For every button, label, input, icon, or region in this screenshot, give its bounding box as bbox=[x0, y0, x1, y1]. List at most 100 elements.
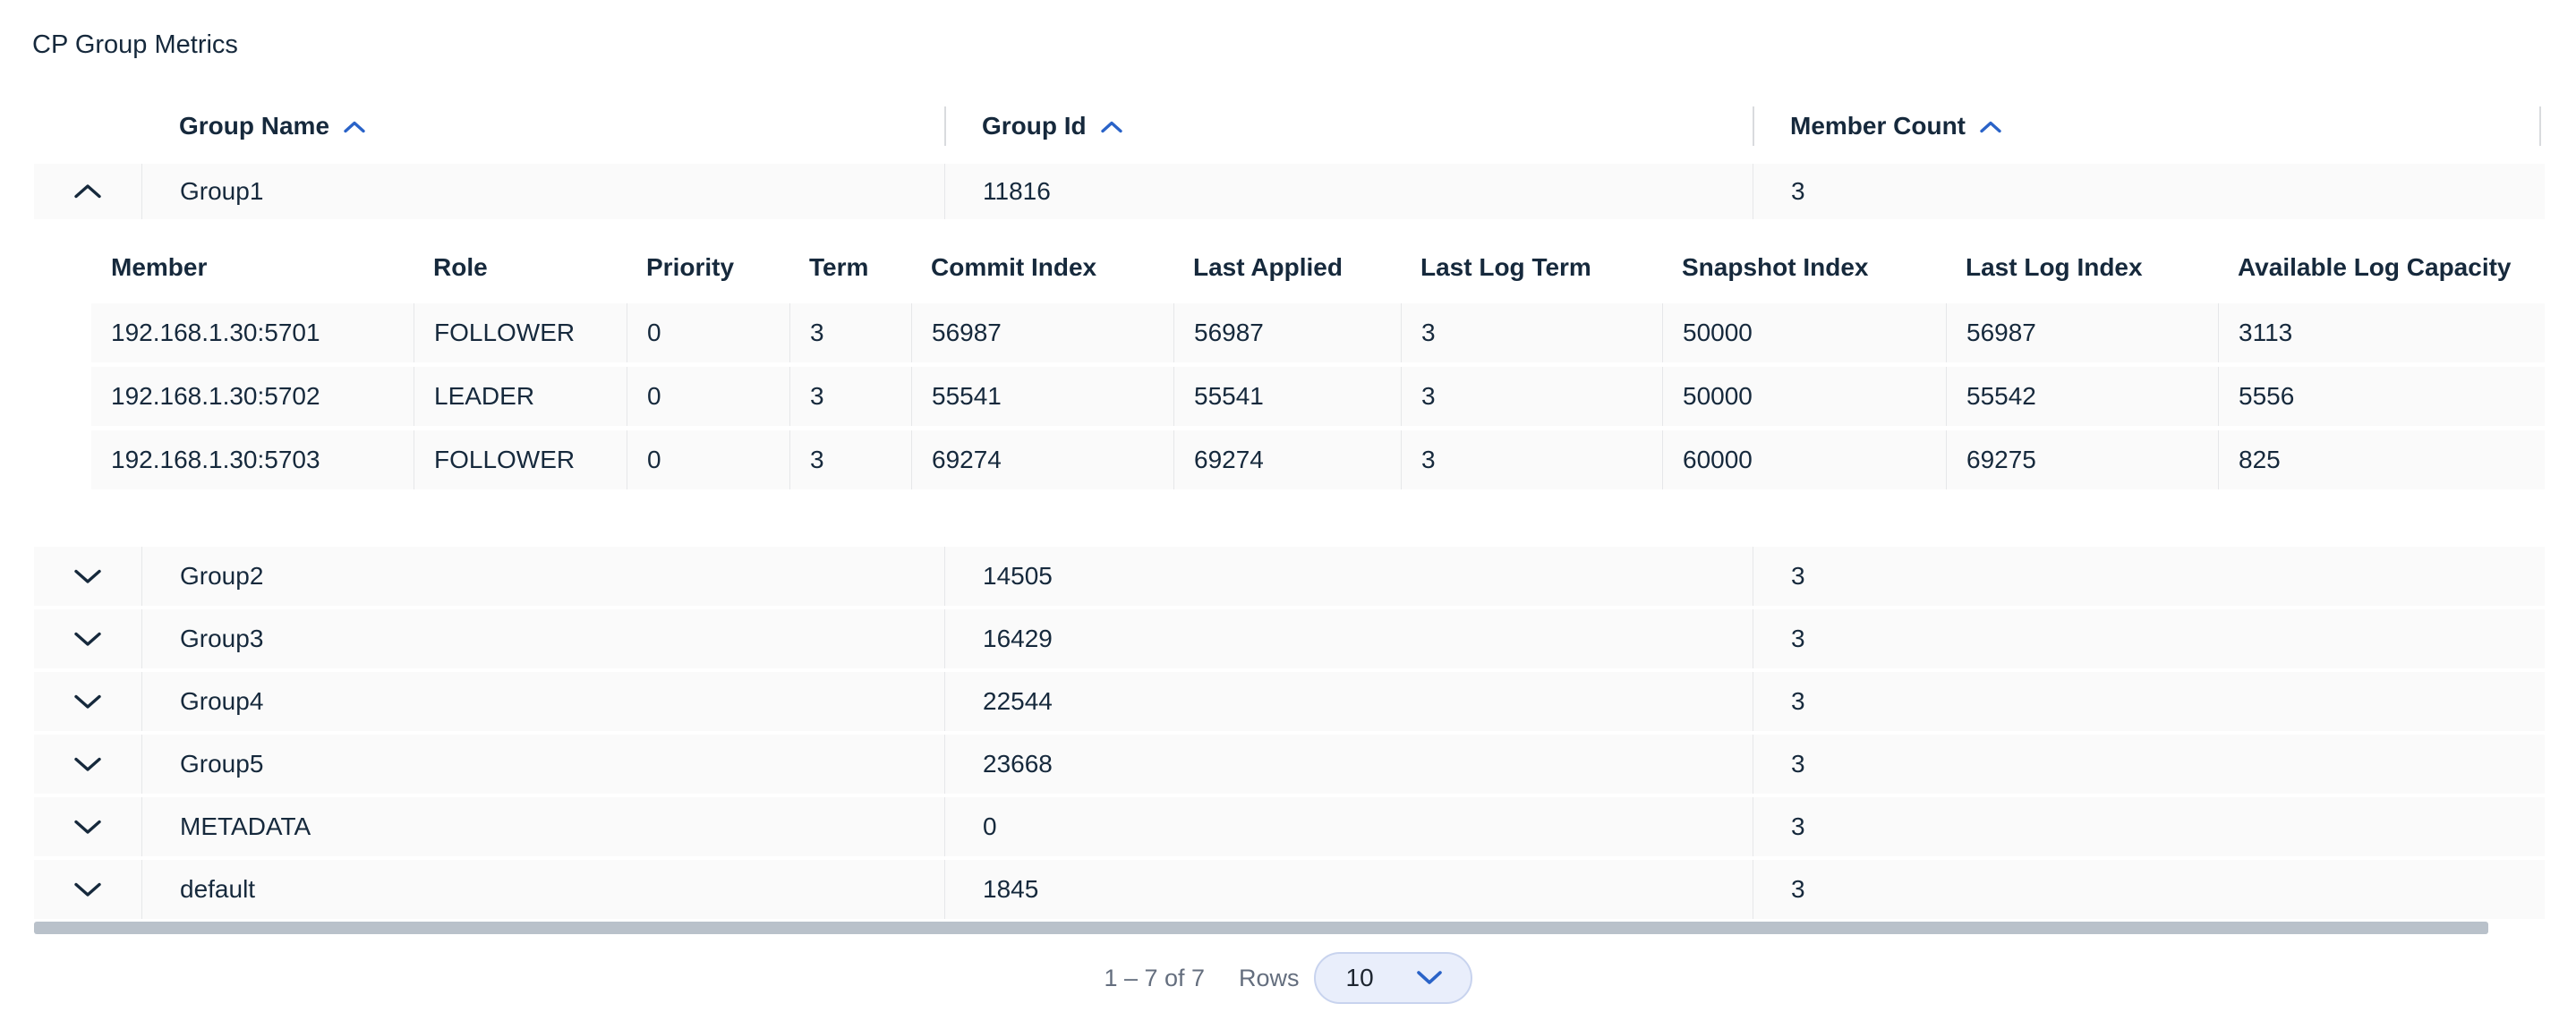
sort-asc-icon[interactable] bbox=[1979, 119, 2002, 134]
chevron-down-icon[interactable] bbox=[72, 817, 104, 837]
rows-per-page-select[interactable]: 10 bbox=[1313, 952, 1472, 1004]
detail-cell: 55541 bbox=[911, 367, 1173, 426]
group-row[interactable]: Group3 16429 3 bbox=[34, 609, 2545, 668]
detail-row: 192.168.1.30:5703 FOLLOWER 0 3 69274 69274 3 60… bbox=[91, 430, 2545, 489]
group-name-cell: Group5 bbox=[141, 735, 944, 794]
sort-asc-icon[interactable] bbox=[1100, 119, 1123, 134]
group-row[interactable]: METADATA 0 3 bbox=[34, 797, 2545, 856]
group-row[interactable]: default 1845 3 bbox=[34, 860, 2545, 919]
chevron-up-icon[interactable] bbox=[72, 182, 104, 201]
group-id-cell: 23668 bbox=[944, 735, 1753, 794]
detail-cell: 3 bbox=[1401, 303, 1662, 362]
detail-cell: 55542 bbox=[1946, 367, 2218, 426]
chevron-down-icon[interactable] bbox=[72, 880, 104, 899]
detail-cell: 192.168.1.30:5702 bbox=[111, 382, 320, 410]
expand-toggle[interactable] bbox=[34, 672, 141, 731]
table-header-row: Group Name Group Id Member Count bbox=[34, 100, 2545, 152]
column-header-group-name[interactable]: Group Name bbox=[141, 100, 944, 152]
member-count-cell: 3 bbox=[1753, 672, 2545, 731]
expand-toggle[interactable] bbox=[34, 609, 141, 668]
member-count-cell: 3 bbox=[1753, 547, 2545, 606]
detail-column-header: Available Log Capacity bbox=[2238, 253, 2512, 281]
detail-cell: 192.168.1.30:5701 bbox=[111, 319, 320, 346]
detail-cell: 69274 bbox=[911, 430, 1173, 489]
detail-cell: 50000 bbox=[1662, 367, 1946, 426]
rows-per-page-value: 10 bbox=[1345, 964, 1374, 991]
detail-column-header: Term bbox=[809, 253, 869, 281]
detail-header-row: Member Role Priority Term Commit Index Last A… bbox=[91, 242, 2545, 293]
group-row[interactable]: Group1 11816 3 bbox=[34, 164, 2545, 219]
detail-cell: 3 bbox=[1401, 367, 1662, 426]
group-id-cell: 1845 bbox=[944, 860, 1753, 919]
detail-cell: 0 bbox=[627, 303, 789, 362]
rows-per-page-label: Rows bbox=[1239, 964, 1300, 991]
detail-cell: 0 bbox=[627, 367, 789, 426]
member-count-cell: 3 bbox=[1753, 797, 2545, 856]
detail-cell: 69275 bbox=[1946, 430, 2218, 489]
detail-cell: 825 bbox=[2218, 430, 2545, 489]
detail-cell: 55541 bbox=[1173, 367, 1401, 426]
chevron-down-icon[interactable] bbox=[72, 754, 104, 774]
expand-toggle[interactable] bbox=[34, 797, 141, 856]
column-header-group-id[interactable]: Group Id bbox=[944, 100, 1753, 152]
detail-cell: FOLLOWER bbox=[414, 303, 627, 362]
expand-column-header bbox=[34, 100, 141, 152]
member-count-cell: 3 bbox=[1753, 164, 2545, 219]
group-id-cell: 0 bbox=[944, 797, 1753, 856]
detail-cell: 3 bbox=[1401, 430, 1662, 489]
group-id-cell: 16429 bbox=[944, 609, 1753, 668]
chevron-down-icon bbox=[1416, 971, 1442, 984]
group-name-cell: METADATA bbox=[141, 797, 944, 856]
horizontal-scrollbar[interactable] bbox=[34, 922, 2488, 934]
detail-cell: 3 bbox=[789, 430, 911, 489]
column-header-label: Group Id bbox=[982, 112, 1087, 140]
group-name-cell: Group1 bbox=[141, 164, 944, 219]
expand-toggle[interactable] bbox=[34, 735, 141, 794]
chevron-down-icon[interactable] bbox=[72, 692, 104, 711]
member-count-cell: 3 bbox=[1753, 609, 2545, 668]
group-id-cell: 14505 bbox=[944, 547, 1753, 606]
group-row[interactable]: Group5 23668 3 bbox=[34, 735, 2545, 794]
expand-toggle[interactable] bbox=[34, 547, 141, 606]
detail-cell: 3 bbox=[789, 367, 911, 426]
detail-column-header: Snapshot Index bbox=[1682, 253, 1869, 281]
detail-cell: 56987 bbox=[1173, 303, 1401, 362]
detail-cell: 69274 bbox=[1173, 430, 1401, 489]
member-detail-table: Member Role Priority Term Commit Index Last A… bbox=[91, 242, 2545, 489]
chevron-down-icon[interactable] bbox=[72, 629, 104, 649]
sort-asc-icon[interactable] bbox=[343, 119, 366, 134]
group-name-cell: Group4 bbox=[141, 672, 944, 731]
detail-cell: 56987 bbox=[911, 303, 1173, 362]
column-header-label: Group Name bbox=[179, 112, 330, 140]
detail-cell: 60000 bbox=[1662, 430, 1946, 489]
detail-cell: 50000 bbox=[1662, 303, 1946, 362]
detail-row: 192.168.1.30:5701 FOLLOWER 0 3 56987 56987 3 50… bbox=[91, 303, 2545, 362]
expand-toggle[interactable] bbox=[34, 860, 141, 919]
detail-cell: 56987 bbox=[1946, 303, 2218, 362]
page-title: CP Group Metrics bbox=[32, 30, 238, 59]
group-name-cell: default bbox=[141, 860, 944, 919]
column-header-label: Member Count bbox=[1790, 112, 1966, 140]
detail-cell: 5556 bbox=[2218, 367, 2545, 426]
detail-column-header: Last Log Term bbox=[1420, 253, 1591, 281]
detail-cell: LEADER bbox=[414, 367, 627, 426]
detail-column-header: Commit Index bbox=[931, 253, 1097, 281]
detail-column-header: Member bbox=[111, 253, 208, 281]
chevron-down-icon[interactable] bbox=[72, 566, 104, 586]
expand-toggle[interactable] bbox=[34, 164, 141, 219]
detail-column-header: Last Applied bbox=[1193, 253, 1343, 281]
detail-cell: 0 bbox=[627, 430, 789, 489]
member-count-cell: 3 bbox=[1753, 735, 2545, 794]
group-id-cell: 22544 bbox=[944, 672, 1753, 731]
detail-column-header: Role bbox=[433, 253, 488, 281]
column-header-member-count[interactable]: Member Count bbox=[1753, 100, 2545, 152]
group-id-cell: 11816 bbox=[944, 164, 1753, 219]
group-row[interactable]: Group2 14505 3 bbox=[34, 547, 2545, 606]
detail-column-header: Priority bbox=[646, 253, 735, 281]
group-row[interactable]: Group4 22544 3 bbox=[34, 672, 2545, 731]
pagination-bar: 1 – 7 of 7 Rows 10 bbox=[0, 952, 2576, 1004]
detail-cell: 192.168.1.30:5703 bbox=[111, 446, 320, 473]
member-count-cell: 3 bbox=[1753, 860, 2545, 919]
group-name-cell: Group2 bbox=[141, 547, 944, 606]
group-name-cell: Group3 bbox=[141, 609, 944, 668]
